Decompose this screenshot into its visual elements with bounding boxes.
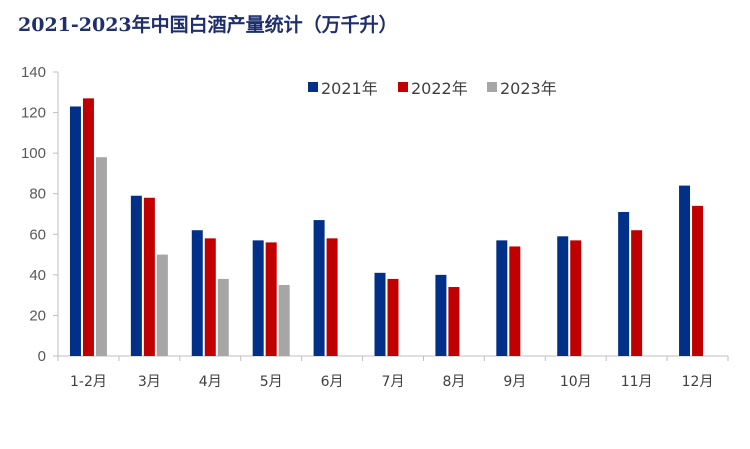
bar [448,287,460,356]
y-tick-label: 80 [29,186,46,203]
y-tick-label: 0 [38,348,46,365]
x-tick-label: 5月 [260,374,283,390]
bar [557,236,569,356]
legend-swatch [308,82,318,92]
bar [69,106,81,356]
chart-legend: 2021年 2022年 2023年 [308,79,557,98]
x-tick-label: 3月 [138,374,161,390]
bar [679,185,691,356]
x-tick-label: 6月 [321,374,344,390]
bar [509,246,521,356]
chart-bars [69,98,704,356]
bar [156,254,168,356]
x-tick-label: 4月 [199,374,222,390]
bar [618,211,630,356]
legend-swatch [398,82,408,92]
y-tick-label: 140 [21,64,46,81]
legend-label: 2022年 [411,79,468,98]
x-tick-label: 8月 [442,374,465,390]
y-tick-label: 100 [21,145,46,162]
x-tick-label: 1-2月 [70,374,107,390]
y-tick-label: 120 [21,105,46,122]
bar [496,240,508,356]
bar [252,240,264,356]
legend-label: 2021年 [321,79,378,98]
bar [326,238,338,356]
bar [143,197,155,356]
bar [313,220,325,356]
bar [204,238,216,356]
legend-label: 2023年 [500,79,557,98]
y-tick-label: 20 [29,307,46,324]
x-tick-label: 7月 [382,374,405,390]
bar [95,157,107,356]
bar [130,195,142,356]
x-tick-label: 12月 [682,374,714,390]
bar [570,240,582,356]
legend-swatch [487,82,497,92]
bar [217,278,229,356]
y-tick-label: 40 [29,267,46,284]
x-tick-label: 10月 [560,374,592,390]
bar [387,278,399,356]
chart-axes: 0 20 40 60 80 100 120 140 1-2月 3月 4月 5月 6月 7月 8月 9月 10月 1… [21,64,729,390]
x-tick-label: 11月 [621,374,653,390]
bar [435,274,447,356]
bar [692,205,704,356]
bar [191,230,203,356]
x-tick-label: 9月 [503,374,526,390]
bar [631,230,643,356]
y-tick-label: 60 [29,226,46,243]
bar [374,272,386,356]
bar [82,98,94,356]
bar [278,285,290,356]
bar [265,242,277,356]
chart-title: 2021-2023年中国白酒产量统计（万千升） [18,14,398,36]
